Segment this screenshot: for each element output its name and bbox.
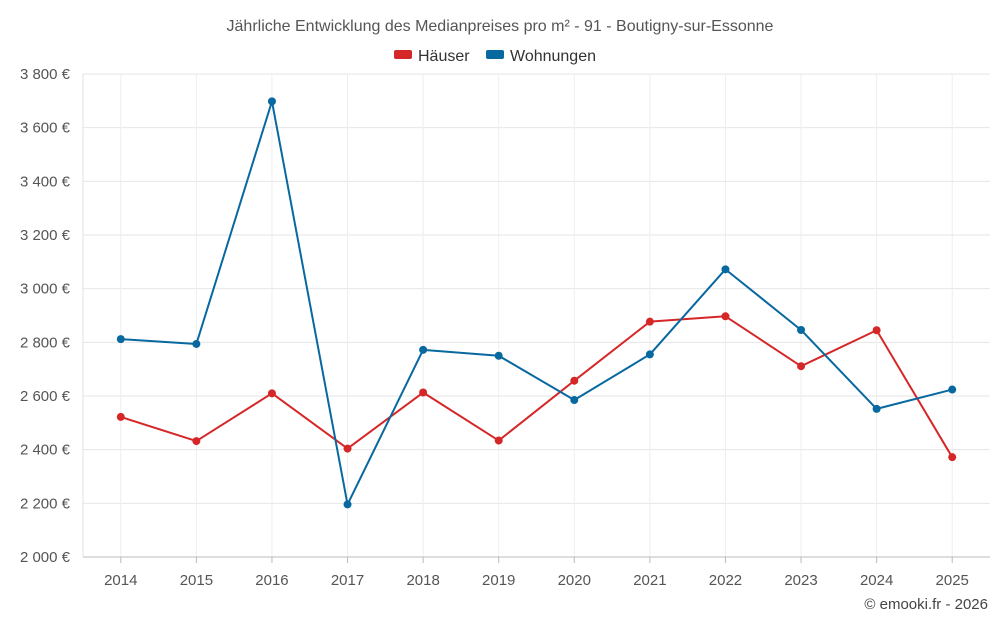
y-tick-label: 2 600 €	[20, 388, 71, 405]
data-point[interactable]	[948, 385, 957, 394]
data-point[interactable]	[872, 404, 881, 413]
x-tick-label: 2025	[936, 572, 969, 589]
y-tick-label: 3 800 €	[20, 66, 71, 83]
data-point[interactable]	[494, 436, 503, 445]
data-point[interactable]	[797, 325, 806, 334]
x-tick-label: 2019	[482, 572, 515, 589]
credit-text: © emooki.fr - 2026	[864, 596, 988, 613]
x-tick-label: 2015	[180, 572, 213, 589]
data-point[interactable]	[116, 412, 125, 421]
data-point[interactable]	[570, 376, 579, 385]
legend-swatch	[394, 50, 412, 59]
x-tick-label: 2018	[406, 572, 439, 589]
data-point[interactable]	[948, 453, 957, 462]
data-point[interactable]	[267, 97, 276, 106]
data-point[interactable]	[494, 351, 503, 360]
data-point[interactable]	[192, 339, 201, 348]
legend-label: Häuser	[418, 48, 470, 65]
data-point[interactable]	[267, 389, 276, 398]
legend-label: Wohnungen	[510, 48, 596, 65]
y-tick-label: 2 000 €	[20, 549, 71, 566]
data-point[interactable]	[645, 350, 654, 359]
legend-item-wohnungen[interactable]: Wohnungen	[486, 48, 596, 65]
x-tick-label: 2024	[860, 572, 893, 589]
data-point[interactable]	[570, 396, 579, 405]
data-point[interactable]	[116, 335, 125, 344]
x-tick-label: 2016	[255, 572, 288, 589]
legend: Häuser Wohnungen	[394, 48, 596, 65]
y-tick-label: 3 200 €	[20, 227, 71, 244]
data-point[interactable]	[419, 345, 428, 354]
data-point[interactable]	[797, 362, 806, 371]
y-tick-label: 3 400 €	[20, 173, 71, 190]
series-line-haeuser	[120, 315, 954, 458]
y-tick-label: 3 600 €	[20, 120, 71, 137]
x-tick-label: 2017	[331, 572, 364, 589]
data-point[interactable]	[343, 500, 352, 509]
data-point[interactable]	[192, 437, 201, 446]
grid	[83, 73, 990, 558]
y-axis: 2 000 € 2 200 € 2 400 € 2 600 € 2 800 € 3 000…	[20, 66, 84, 566]
x-tick-label: 2021	[633, 572, 666, 589]
x-tick-label: 2014	[104, 572, 137, 589]
x-tick-label: 2023	[784, 572, 817, 589]
y-tick-label: 2 200 €	[20, 495, 71, 512]
data-point[interactable]	[872, 326, 881, 335]
chart-title: Jährliche Entwicklung des Medianpreises …	[227, 18, 774, 35]
series-group	[116, 97, 957, 509]
data-point[interactable]	[721, 312, 730, 321]
y-tick-label: 2 800 €	[20, 334, 71, 351]
y-tick-label: 2 400 €	[20, 442, 71, 459]
data-point[interactable]	[419, 388, 428, 397]
data-point[interactable]	[721, 265, 730, 274]
x-tick-label: 2020	[558, 572, 591, 589]
data-point[interactable]	[645, 317, 654, 326]
legend-swatch	[486, 50, 504, 59]
data-point[interactable]	[343, 444, 352, 453]
legend-item-haeuser[interactable]: Häuser	[394, 48, 470, 65]
x-axis: 2014 2015 2016 2017 2018 2019 2020 2021 2022 2023…	[83, 556, 990, 589]
x-tick-label: 2022	[709, 572, 742, 589]
y-tick-label: 3 000 €	[20, 281, 71, 298]
series-line-wohnungen	[120, 100, 953, 506]
